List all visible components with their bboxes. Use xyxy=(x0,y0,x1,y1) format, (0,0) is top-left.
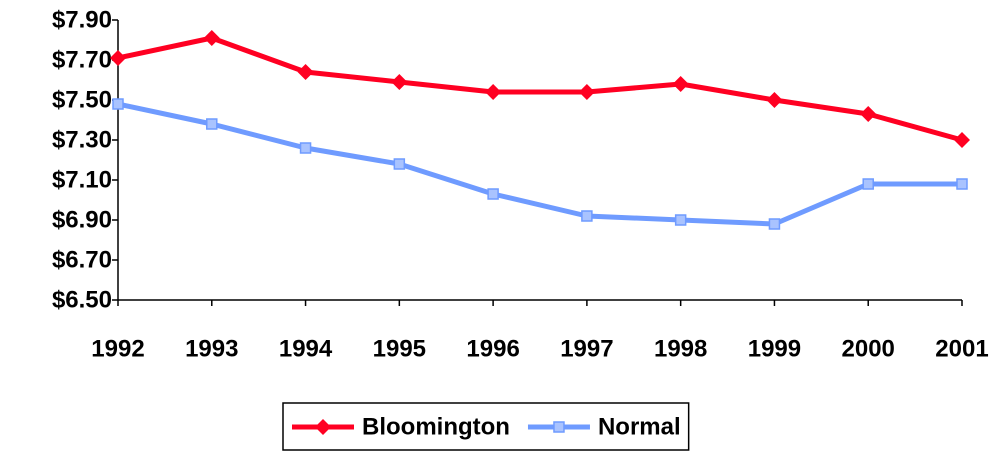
point-marker xyxy=(393,158,406,170)
x-tick-label: 1997 xyxy=(560,335,613,362)
point-marker xyxy=(485,84,502,100)
series-line xyxy=(117,35,963,143)
legend-label: Normal xyxy=(598,413,681,440)
point-marker xyxy=(954,132,970,148)
x-tick-label: 2001 xyxy=(935,335,988,362)
y-tick-label: $7.50 xyxy=(52,86,112,113)
x-tick-label: 1992 xyxy=(91,335,144,362)
point-marker xyxy=(672,76,689,92)
point-marker xyxy=(581,210,593,222)
y-tick-label: $7.90 xyxy=(52,6,112,33)
point-marker xyxy=(391,74,408,90)
point-marker xyxy=(299,142,312,154)
point-marker xyxy=(578,84,595,100)
series-line xyxy=(117,101,962,227)
point-marker xyxy=(956,178,968,190)
point-marker xyxy=(860,106,877,122)
x-tick-label: 1996 xyxy=(466,335,519,362)
y-tick-label: $6.90 xyxy=(52,206,112,233)
x-tick-label: 1998 xyxy=(654,335,707,362)
point-marker xyxy=(487,188,499,200)
y-tick-label: $7.30 xyxy=(52,126,112,153)
point-marker xyxy=(862,178,874,190)
point-marker xyxy=(206,118,218,130)
point-marker xyxy=(110,50,126,66)
point-marker xyxy=(297,64,314,80)
legend-label: Bloomington xyxy=(362,413,510,440)
y-tick-label: $7.10 xyxy=(52,166,112,193)
point-marker xyxy=(766,92,783,108)
y-tick-label: $7.70 xyxy=(52,46,112,73)
legend-marker xyxy=(315,419,331,435)
point-marker xyxy=(203,30,220,46)
x-tick-label: 1993 xyxy=(185,335,238,362)
legend: Bloomington Normal xyxy=(282,402,690,451)
point-marker xyxy=(674,214,687,226)
point-marker xyxy=(768,218,781,230)
x-tick-label: 1994 xyxy=(279,335,333,362)
y-tick-label: $6.50 xyxy=(52,286,112,313)
x-tick-label: 1999 xyxy=(748,335,801,362)
y-tick-label: $6.70 xyxy=(52,246,112,273)
legend-marker xyxy=(553,421,565,433)
x-tick-label: 1995 xyxy=(373,335,426,362)
x-tick-label: 2000 xyxy=(842,335,895,362)
point-marker xyxy=(112,98,124,110)
